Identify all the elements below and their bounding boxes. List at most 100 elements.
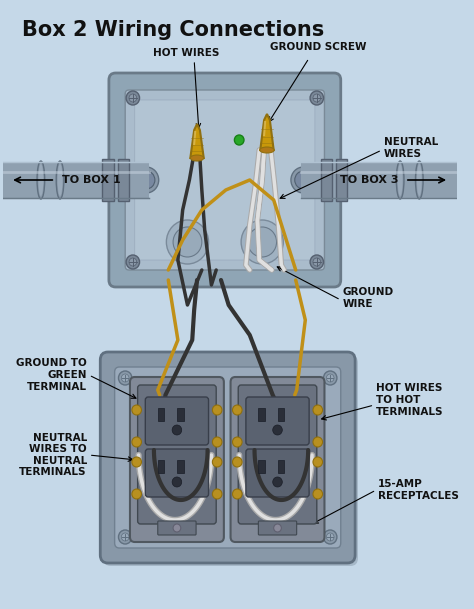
Circle shape: [212, 437, 222, 447]
Circle shape: [310, 91, 323, 105]
Ellipse shape: [37, 161, 45, 199]
FancyBboxPatch shape: [115, 367, 341, 548]
Circle shape: [172, 477, 182, 487]
Text: HOT WIRES: HOT WIRES: [153, 48, 219, 58]
Ellipse shape: [56, 161, 64, 199]
Circle shape: [134, 167, 159, 193]
FancyBboxPatch shape: [135, 100, 315, 260]
Text: Box 2 Wiring Connections: Box 2 Wiring Connections: [22, 20, 324, 40]
Bar: [158, 408, 164, 421]
Circle shape: [232, 457, 242, 467]
Bar: [118, 159, 129, 201]
Circle shape: [232, 489, 242, 499]
FancyBboxPatch shape: [238, 385, 317, 524]
Circle shape: [126, 91, 139, 105]
Circle shape: [313, 94, 320, 102]
Text: HOT WIRES
TO HOT
TERMINALS: HOT WIRES TO HOT TERMINALS: [376, 384, 444, 417]
Bar: [277, 460, 284, 473]
FancyBboxPatch shape: [109, 73, 341, 287]
Circle shape: [118, 371, 132, 385]
Circle shape: [232, 405, 242, 415]
Ellipse shape: [58, 164, 63, 196]
Ellipse shape: [260, 147, 274, 153]
FancyBboxPatch shape: [146, 397, 209, 445]
Circle shape: [327, 374, 334, 382]
Circle shape: [173, 227, 202, 257]
Circle shape: [172, 425, 182, 435]
Ellipse shape: [416, 161, 423, 199]
FancyBboxPatch shape: [130, 377, 224, 542]
Circle shape: [313, 405, 322, 415]
Circle shape: [235, 135, 244, 145]
Bar: [177, 408, 183, 421]
FancyBboxPatch shape: [137, 385, 216, 524]
Circle shape: [241, 220, 283, 264]
FancyBboxPatch shape: [100, 352, 355, 563]
Text: NEUTRAL
WIRES TO
NEUTRAL
TERMINALS: NEUTRAL WIRES TO NEUTRAL TERMINALS: [19, 432, 87, 477]
FancyBboxPatch shape: [246, 449, 309, 497]
Ellipse shape: [396, 161, 404, 199]
Text: GROUND
WIRE: GROUND WIRE: [343, 287, 394, 309]
Circle shape: [327, 533, 334, 541]
Circle shape: [295, 171, 312, 189]
Bar: [158, 460, 164, 473]
Bar: [301, 162, 456, 198]
Text: NEUTRAL
WIRES: NEUTRAL WIRES: [384, 137, 438, 159]
Circle shape: [129, 258, 137, 266]
Bar: [258, 408, 265, 421]
Ellipse shape: [398, 164, 402, 196]
Bar: [177, 460, 183, 473]
FancyBboxPatch shape: [146, 449, 209, 497]
Polygon shape: [191, 124, 204, 158]
Circle shape: [121, 374, 129, 382]
Circle shape: [118, 530, 132, 544]
Bar: [277, 408, 284, 421]
Bar: [320, 159, 332, 201]
Circle shape: [273, 524, 282, 532]
Ellipse shape: [417, 164, 422, 196]
Circle shape: [273, 477, 283, 487]
Bar: [2, 162, 149, 198]
Circle shape: [323, 530, 337, 544]
Bar: [102, 159, 114, 201]
Circle shape: [323, 371, 337, 385]
Ellipse shape: [191, 155, 204, 161]
FancyBboxPatch shape: [158, 521, 196, 535]
Circle shape: [310, 255, 323, 269]
Text: GROUND TO
GREEN
TERMINAL: GROUND TO GREEN TERMINAL: [16, 359, 87, 392]
Circle shape: [132, 405, 141, 415]
Circle shape: [132, 457, 141, 467]
Circle shape: [137, 171, 155, 189]
Text: TO BOX 1: TO BOX 1: [62, 175, 120, 185]
Text: 15-AMP
RECEPTACLES: 15-AMP RECEPTACLES: [378, 479, 459, 501]
Circle shape: [212, 489, 222, 499]
Circle shape: [273, 425, 283, 435]
Circle shape: [232, 437, 242, 447]
Bar: [258, 460, 265, 473]
Circle shape: [121, 533, 129, 541]
Circle shape: [313, 437, 322, 447]
Circle shape: [166, 220, 209, 264]
Circle shape: [248, 227, 276, 257]
Circle shape: [132, 437, 141, 447]
Circle shape: [212, 457, 222, 467]
Circle shape: [313, 457, 322, 467]
Circle shape: [291, 167, 316, 193]
Text: TO BOX 3: TO BOX 3: [340, 175, 398, 185]
FancyBboxPatch shape: [246, 397, 309, 445]
Circle shape: [173, 524, 181, 532]
FancyBboxPatch shape: [103, 355, 358, 566]
Circle shape: [313, 258, 320, 266]
Ellipse shape: [38, 164, 43, 196]
FancyBboxPatch shape: [125, 90, 325, 270]
Circle shape: [132, 489, 141, 499]
FancyBboxPatch shape: [230, 377, 325, 542]
Circle shape: [212, 405, 222, 415]
Bar: [336, 159, 347, 201]
FancyBboxPatch shape: [258, 521, 297, 535]
Circle shape: [129, 94, 137, 102]
Circle shape: [126, 255, 139, 269]
Text: GROUND SCREW: GROUND SCREW: [271, 42, 367, 52]
Circle shape: [313, 489, 322, 499]
Polygon shape: [260, 114, 273, 150]
